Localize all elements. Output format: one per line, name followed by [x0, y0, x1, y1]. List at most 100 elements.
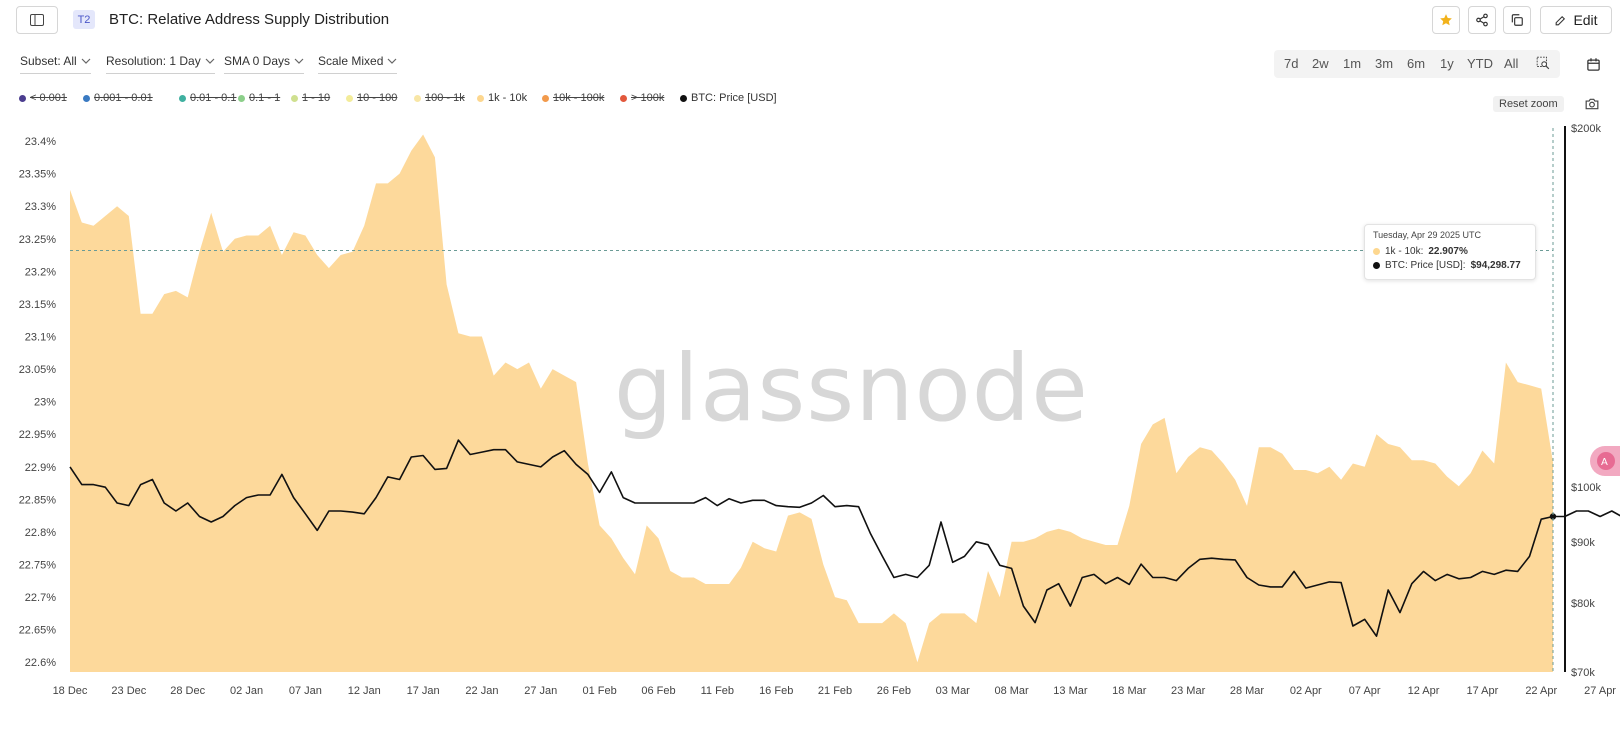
- tooltip-row-cohort: 1k - 10k: 22.907%: [1373, 246, 1468, 257]
- legend-item-0001-001[interactable]: 0.001 - 0.01: [83, 92, 153, 104]
- zoom-select-button[interactable]: [1536, 56, 1550, 75]
- edit-label: Edit: [1573, 12, 1598, 28]
- scale-dropdown[interactable]: Scale Mixed: [318, 54, 398, 74]
- favorite-button[interactable]: [1432, 6, 1460, 34]
- edit-button[interactable]: Edit: [1540, 6, 1612, 34]
- legend-label: 100 - 1k: [425, 92, 465, 104]
- date-picker-button[interactable]: [1578, 50, 1608, 78]
- tooltip-date: Tuesday, Apr 29 2025 UTC: [1373, 230, 1482, 240]
- x-tick-label: 22 Apr: [1525, 685, 1557, 697]
- x-tick-label: 22 Jan: [465, 685, 498, 697]
- sidebar-toggle-button[interactable]: [16, 6, 58, 34]
- legend-dot: [477, 94, 484, 102]
- chevron-down-icon: [205, 58, 215, 64]
- page-title: BTC: Relative Address Supply Distributio…: [109, 11, 390, 28]
- x-tick-label: 08 Mar: [994, 685, 1029, 697]
- tooltip-row2-value: $94,298.77: [1470, 260, 1521, 271]
- legend-item-01-1[interactable]: 0.1 - 1: [238, 92, 280, 104]
- y-left-tick-label: 22.95%: [19, 429, 57, 441]
- x-tick-label: 11 Feb: [701, 685, 734, 697]
- sidebar-panel-icon: [30, 14, 44, 26]
- legend-dot: [620, 94, 627, 102]
- svg-text:A: A: [1601, 457, 1608, 468]
- x-tick-label: 28 Mar: [1230, 685, 1265, 697]
- y-left-tick-label: 22.6%: [25, 657, 56, 669]
- x-tick-label: 12 Apr: [1408, 685, 1440, 697]
- range-all-button[interactable]: All: [1504, 56, 1519, 71]
- x-tick-label: 23 Mar: [1171, 685, 1206, 697]
- legend-label: BTC: Price [USD]: [691, 92, 777, 104]
- translate-icon: A: [1597, 452, 1615, 470]
- legend-item-1k-10k[interactable]: 1k - 10k: [477, 92, 527, 104]
- y-right-tick-label: $70k: [1571, 667, 1595, 679]
- legend-label: 1 - 10: [302, 92, 331, 104]
- legend-label: 0.01 - 0.1: [190, 92, 237, 104]
- legend-item-1-10[interactable]: 1 - 10: [291, 92, 330, 104]
- range-6m-button[interactable]: 6m: [1407, 56, 1426, 71]
- legend-label: 0.1 - 1: [249, 92, 281, 104]
- legend-dot: [414, 94, 421, 102]
- chevron-down-icon: [387, 58, 397, 64]
- tooltip-row1-value: 22.907%: [1428, 246, 1468, 257]
- range-1m-button[interactable]: 1m: [1343, 56, 1362, 71]
- y-right-tick-label: $80k: [1571, 598, 1595, 610]
- sma-dropdown[interactable]: SMA 0 Days: [224, 54, 305, 74]
- legend-item-100-1k[interactable]: 100 - 1k: [414, 92, 465, 104]
- y-left-tick-label: 23.35%: [19, 169, 57, 181]
- x-tick-label: 17 Jan: [407, 685, 440, 697]
- price-series-line: [69, 439, 1620, 637]
- legend-item-001-01[interactable]: 0.01 - 0.1: [179, 92, 236, 104]
- y-left-tick-label: 22.7%: [25, 592, 56, 604]
- x-tick-label: 27 Jan: [524, 685, 557, 697]
- x-axis: 18 Dec 23 Dec 28 Dec 02 Jan 07 Jan 12 Jan 17 J…: [53, 685, 1617, 697]
- share-button[interactable]: [1468, 6, 1496, 34]
- y-left-tick-label: 23.15%: [19, 299, 57, 311]
- tooltip-row-price: BTC: Price [USD]: $94,298.77: [1373, 260, 1521, 271]
- x-tick-label: 17 Apr: [1466, 685, 1498, 697]
- chevron-down-icon: [294, 58, 304, 64]
- x-tick-label: 27 Apr: [1584, 685, 1616, 697]
- range-1y-button[interactable]: 1y: [1440, 56, 1454, 71]
- x-tick-label: 18 Dec: [53, 685, 88, 697]
- legend-item-10k-100k[interactable]: 10k - 100k: [542, 92, 604, 104]
- y-left-tick-label: 22.65%: [19, 625, 57, 637]
- legend-dot: [680, 94, 687, 102]
- sma-value: SMA 0 Days: [224, 54, 291, 68]
- y-right-tick-label: $100k: [1571, 482, 1601, 494]
- legend-item-gt-100k[interactable]: > 100k: [620, 92, 664, 104]
- y-left-tick-label: 23.3%: [25, 201, 56, 213]
- x-tick-label: 02 Jan: [230, 685, 263, 697]
- y-left-tick-label: 22.85%: [19, 494, 57, 506]
- star-icon: [1440, 14, 1452, 26]
- x-tick-label: 21 Feb: [818, 685, 852, 697]
- export-image-button[interactable]: [1585, 97, 1599, 115]
- tooltip-row1-label: 1k - 10k:: [1385, 246, 1424, 257]
- translate-widget[interactable]: A: [1590, 446, 1620, 476]
- time-range-selector: 7d 2w 1m 3m 6m 1y YTD All: [1274, 50, 1560, 78]
- legend-item-lt-0001[interactable]: < 0.001: [19, 92, 67, 104]
- legend-item-btc-price[interactable]: BTC: Price [USD]: [680, 92, 777, 104]
- chart-canvas[interactable]: 22.6% 22.65% 22.7% 22.75% 22.8% 22.85% 22.9% 22…: [0, 120, 1620, 733]
- legend-item-10-100[interactable]: 10 - 100: [346, 92, 397, 104]
- x-tick-label: 18 Mar: [1112, 685, 1147, 697]
- subset-value: Subset: All: [20, 54, 77, 68]
- range-7d-button[interactable]: 7d: [1284, 56, 1299, 71]
- y-axis-left: 22.6% 22.65% 22.7% 22.75% 22.8% 22.85% 22.9% 22…: [19, 136, 57, 669]
- price-last-point: [1549, 513, 1557, 520]
- duplicate-button[interactable]: [1503, 6, 1531, 34]
- tooltip-row2-label: BTC: Price [USD]:: [1385, 260, 1466, 271]
- x-tick-label: 16 Feb: [759, 685, 793, 697]
- chart-tooltip: Tuesday, Apr 29 2025 UTC 1k - 10k: 22.90…: [1364, 224, 1536, 280]
- x-tick-label: 12 Jan: [348, 685, 381, 697]
- y-left-tick-label: 22.8%: [25, 527, 56, 539]
- top-bar: T2 BTC: Relative Address Supply Distribu…: [0, 0, 1620, 42]
- range-3m-button[interactable]: 3m: [1375, 56, 1394, 71]
- resolution-dropdown[interactable]: Resolution: 1 Day: [106, 54, 215, 74]
- legend-label: 0.001 - 0.01: [94, 92, 153, 104]
- subset-dropdown[interactable]: Subset: All: [20, 54, 91, 74]
- range-ytd-button[interactable]: YTD: [1467, 56, 1493, 71]
- reset-zoom-button[interactable]: Reset zoom: [1493, 96, 1564, 112]
- range-2w-button[interactable]: 2w: [1312, 56, 1329, 71]
- x-tick-label: 28 Dec: [170, 685, 205, 697]
- area-series-1k-10k: [70, 134, 1553, 672]
